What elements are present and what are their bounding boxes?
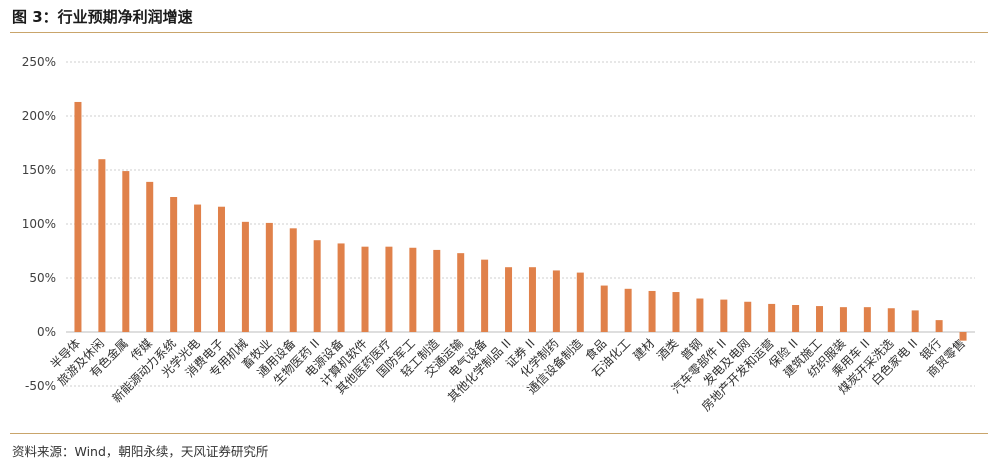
bar [146, 181, 154, 332]
bar [744, 301, 752, 332]
bar [217, 206, 225, 332]
bar [241, 221, 249, 332]
y-tick-label: 100% [22, 217, 56, 231]
bar [624, 288, 632, 332]
bar [863, 307, 871, 332]
gridlines [66, 61, 975, 387]
bar [959, 332, 967, 341]
bar [576, 272, 584, 332]
bar [792, 305, 800, 332]
bar [289, 228, 297, 332]
top-divider [10, 32, 988, 33]
bar [552, 270, 560, 332]
bottom-divider [10, 433, 988, 434]
bar [887, 308, 895, 332]
y-tick-label: 250% [22, 55, 56, 69]
bar [361, 246, 369, 332]
bar [385, 246, 393, 332]
bar [409, 247, 417, 332]
bar [816, 306, 824, 332]
x-tick-label: 酒类 [654, 336, 681, 363]
y-axis: -50% 0% 50% 100% 150% 200% 250% [22, 55, 975, 393]
bar [457, 253, 465, 332]
x-axis-labels: 半导体旅游及休闲有色金属传媒新能源动力系统光学光电消费电子专用机械畜牧业通用设备… [48, 336, 968, 414]
bar [98, 159, 106, 332]
bar [313, 240, 321, 332]
bar [433, 249, 441, 332]
bar [74, 101, 82, 333]
bar [600, 285, 608, 332]
y-tick-label: 200% [22, 109, 56, 123]
bar [648, 290, 656, 332]
y-tick-label: 50% [29, 271, 56, 285]
bar [265, 222, 273, 332]
bar [696, 298, 704, 332]
bar [194, 204, 202, 332]
bar [481, 259, 489, 332]
bar [337, 243, 345, 332]
bar [505, 267, 513, 332]
figure-title: 图 3：行业预期净利润增速 [12, 8, 193, 26]
bars [74, 101, 967, 341]
y-tick-label: -50% [25, 379, 56, 393]
bar [935, 320, 943, 332]
bar [122, 171, 130, 332]
x-tick-label: 建材 [630, 336, 657, 363]
bar [170, 197, 178, 332]
source-note: 资料来源：Wind，朝阳永续，天风证券研究所 [12, 444, 269, 459]
bar [672, 292, 680, 332]
y-tick-label: 150% [22, 163, 56, 177]
bar [528, 267, 536, 332]
bar [911, 310, 919, 332]
bar [720, 299, 728, 332]
bar [839, 307, 847, 332]
bar [768, 303, 776, 332]
y-tick-label: 0% [37, 325, 56, 339]
